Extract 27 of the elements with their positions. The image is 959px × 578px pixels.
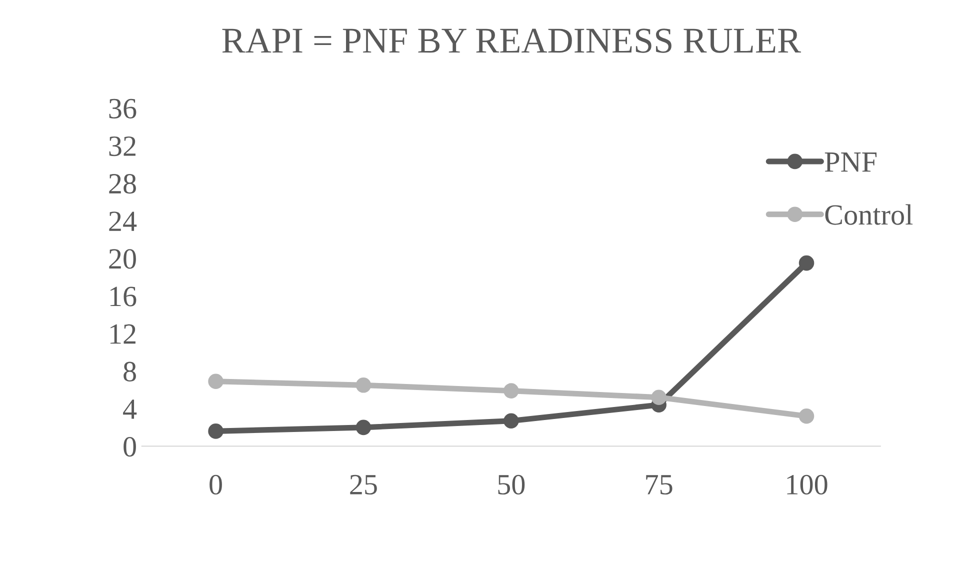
y-tick-label: 36 bbox=[109, 98, 136, 118]
x-tick-label: 50 bbox=[498, 474, 525, 495]
y-tick-label: 32 bbox=[109, 136, 136, 156]
point bbox=[504, 383, 519, 398]
point bbox=[356, 420, 372, 436]
x-tick-label: 100 bbox=[787, 474, 828, 495]
point bbox=[208, 374, 224, 390]
y-tick-label: 16 bbox=[110, 286, 136, 306]
y-tick-label: 8 bbox=[124, 362, 136, 382]
point bbox=[504, 413, 519, 428]
x-tick-label: 0 bbox=[210, 474, 222, 495]
point bbox=[208, 424, 224, 439]
chart-title: RAPI = PNF BY READINESS RULER bbox=[222, 28, 802, 53]
y-tick-label: 12 bbox=[110, 324, 136, 344]
legend-label: PNF bbox=[824, 152, 877, 172]
y-tick-label: 20 bbox=[109, 249, 136, 269]
legend-label: Control bbox=[825, 204, 913, 225]
point bbox=[798, 408, 814, 424]
point bbox=[356, 378, 372, 393]
x-tick-label: 25 bbox=[350, 474, 377, 495]
y-tick-label: 0 bbox=[124, 436, 136, 457]
y-tick-label: 28 bbox=[109, 174, 136, 194]
y-tick-label: 4 bbox=[123, 400, 137, 419]
point bbox=[798, 255, 814, 271]
point bbox=[651, 390, 666, 406]
y-tick-label: 24 bbox=[109, 212, 137, 231]
x-tick-label: 75 bbox=[646, 475, 672, 495]
